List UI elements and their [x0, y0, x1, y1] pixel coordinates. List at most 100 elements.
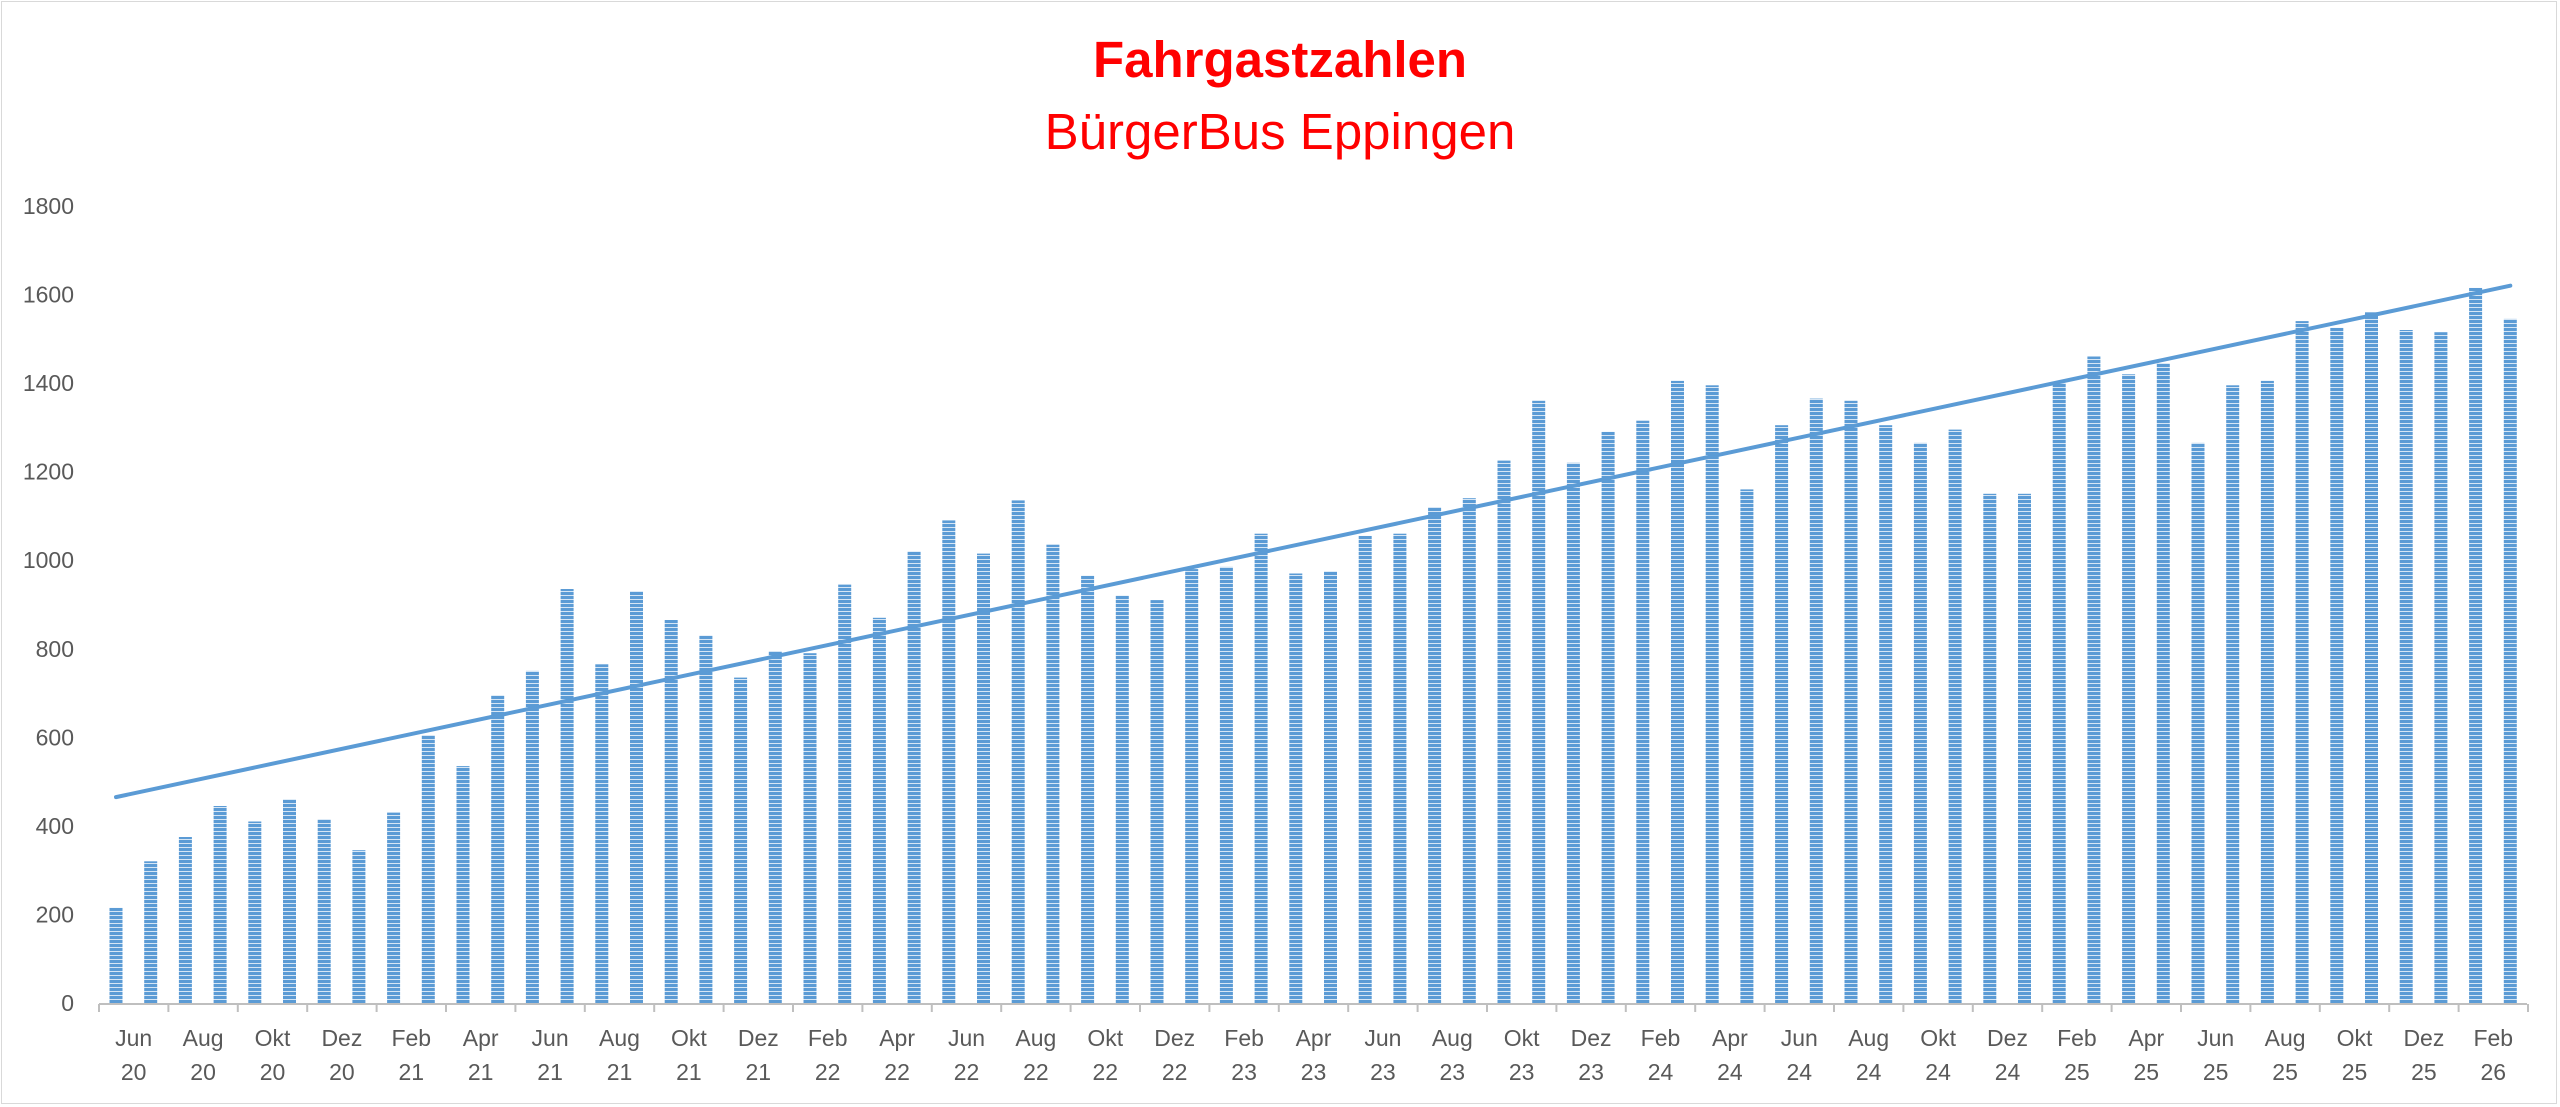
trendline	[114, 283, 2513, 800]
y-tick-label: 1800	[23, 193, 74, 219]
bar	[734, 677, 748, 1003]
x-tick-label-month: Dez	[1154, 1025, 1195, 1051]
x-tick-label-month: Jun	[2197, 1025, 2234, 1051]
x-tick-label-year: 25	[2203, 1059, 2229, 1085]
x-tick-label-month: Jun	[532, 1025, 569, 1051]
bar	[1254, 533, 1268, 1003]
bar	[1393, 533, 1407, 1003]
y-tick-label: 600	[36, 724, 74, 750]
x-tick-label-month: Okt	[671, 1025, 707, 1051]
bar	[977, 553, 990, 1003]
bar	[1532, 400, 1546, 1003]
bar	[1081, 575, 1095, 1003]
bar	[1913, 442, 1927, 1003]
bar	[1115, 595, 1129, 1003]
bar	[525, 670, 539, 1003]
bar	[2087, 356, 2101, 1003]
bar	[387, 812, 401, 1003]
bar	[2399, 330, 2413, 1003]
bar	[595, 664, 609, 1003]
bar	[1219, 566, 1233, 1003]
x-tick-label-year: 21	[468, 1059, 494, 1085]
x-tick-label-month: Dez	[2403, 1025, 2444, 1051]
x-tick-label-month: Jun	[1364, 1025, 1401, 1051]
x-tick-label-month: Jun	[948, 1025, 985, 1051]
x-tick-label-year: 20	[329, 1059, 355, 1085]
bar	[248, 821, 262, 1003]
x-tick-label-year: 22	[884, 1059, 910, 1085]
bar	[1011, 500, 1025, 1003]
x-tick-label-month: Aug	[1015, 1025, 1056, 1051]
x-tick-label-year: 23	[1370, 1059, 1396, 1085]
chart-subtitle: BürgerBus Eppingen	[1044, 103, 1516, 160]
x-tick-label-year: 26	[2481, 1059, 2507, 1085]
x-tick-label-year: 24	[1717, 1059, 1743, 1085]
bar	[1046, 544, 1060, 1003]
x-tick-label-year: 20	[260, 1059, 286, 1085]
x-tick-label-month: Okt	[1504, 1025, 1540, 1051]
bar	[699, 635, 713, 1003]
y-axis: 0 200 400 600 800 1000 1200 1400 1600 1800	[23, 193, 74, 1016]
bar	[560, 589, 574, 1003]
x-tick-label-year: 22	[1162, 1059, 1188, 1085]
x-tick-label-year: 23	[1440, 1059, 1466, 1085]
x-tick-label-month: Apr	[463, 1025, 499, 1051]
bar	[1324, 571, 1337, 1003]
y-tick-label: 0	[61, 990, 74, 1016]
x-tick-label-year: 20	[190, 1059, 216, 1085]
x-tick-label-month: Dez	[1987, 1025, 2028, 1051]
x-tick-label-year: 25	[2134, 1059, 2160, 1085]
bar	[1358, 535, 1372, 1003]
bar	[768, 651, 782, 1003]
x-tick-label-year: 24	[1995, 1059, 2021, 1085]
x-tick-label-month: Feb	[1641, 1025, 1681, 1051]
x-tick-label-month: Aug	[599, 1025, 640, 1051]
x-tick-label-month: Jun	[115, 1025, 152, 1051]
x-tick-label-year: 21	[399, 1059, 425, 1085]
x-tick-label-month: Apr	[2128, 1025, 2164, 1051]
x-tick-label-month: Apr	[1296, 1025, 1332, 1051]
bar	[421, 735, 435, 1003]
bar	[109, 907, 123, 1003]
bar	[2330, 327, 2344, 1003]
bar	[1879, 425, 1893, 1003]
bar	[2156, 363, 2170, 1003]
bar	[491, 695, 505, 1003]
x-tick-label-year: 23	[1578, 1059, 1604, 1085]
bar	[2469, 287, 2483, 1003]
x-tick-label-month: Jun	[1781, 1025, 1818, 1051]
bar	[1740, 489, 1754, 1003]
bar	[2018, 493, 2031, 1003]
x-tick-label-year: 25	[2064, 1059, 2090, 1085]
bar	[283, 799, 296, 1003]
bar	[1497, 460, 1511, 1004]
bar	[2365, 312, 2378, 1003]
bar	[213, 806, 227, 1003]
bar	[317, 819, 331, 1003]
x-tick-label-month: Okt	[1087, 1025, 1123, 1051]
trendline-path	[114, 283, 2513, 800]
x-tick-label-month: Dez	[738, 1025, 779, 1051]
x-tick-label-year: 24	[1925, 1059, 1951, 1085]
bar	[1705, 385, 1719, 1003]
x-tick-label-year: 23	[1509, 1059, 1535, 1085]
bar	[630, 591, 643, 1003]
bar	[1636, 420, 1650, 1003]
y-tick-label: 800	[36, 636, 74, 662]
x-tick-label-year: 22	[1023, 1059, 1049, 1085]
y-tick-label: 1400	[23, 370, 74, 396]
x-tick-label-month: Apr	[1712, 1025, 1748, 1051]
bar	[352, 850, 366, 1003]
x-tick-label-month: Aug	[2265, 1025, 2306, 1051]
x-tick-label-year: 25	[2272, 1059, 2298, 1085]
y-tick-label: 1000	[23, 547, 74, 573]
x-axis: Jun 20 Aug 20 Okt 20 Dez 20 Feb 21 Apr 21 Jun 21 Aug 21…	[98, 1003, 2529, 1085]
bar	[664, 620, 678, 1003]
y-tick-label: 200	[36, 901, 74, 927]
bar	[1809, 398, 1823, 1004]
x-tick-label-year: 25	[2342, 1059, 2368, 1085]
x-tick-label-year: 23	[1301, 1059, 1327, 1085]
bar	[872, 617, 886, 1003]
x-tick-label-year: 21	[607, 1059, 633, 1085]
